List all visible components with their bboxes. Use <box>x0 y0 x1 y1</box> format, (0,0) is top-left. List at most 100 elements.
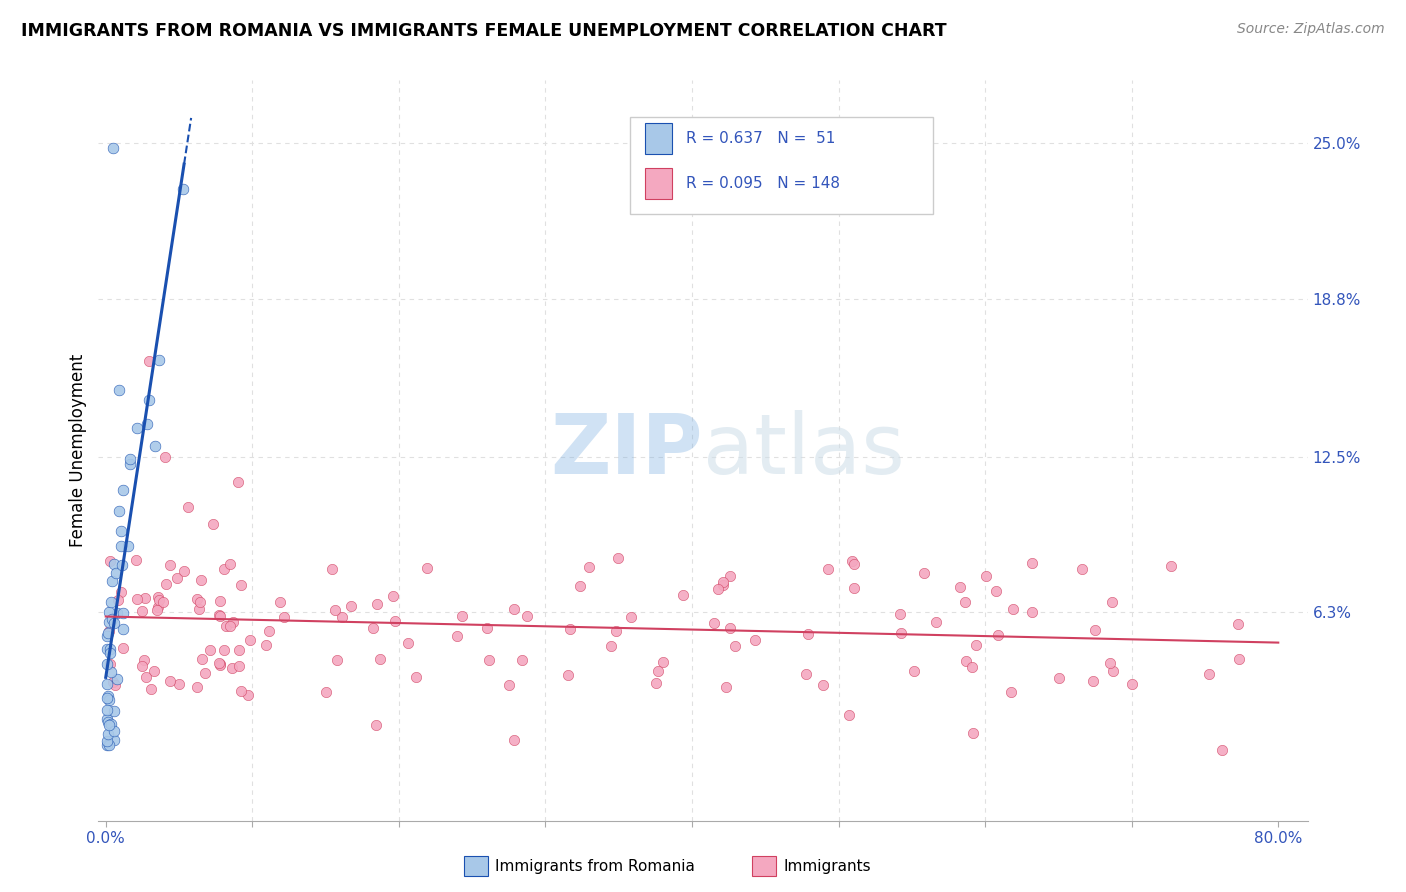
Point <box>502 601 524 615</box>
Point <box>1121 676 1143 690</box>
Point <box>96 714 118 729</box>
Point <box>405 670 427 684</box>
Point <box>97 739 120 753</box>
Point <box>110 585 132 599</box>
Point <box>125 592 148 607</box>
Point <box>226 475 249 489</box>
Point <box>797 627 820 641</box>
Point <box>228 643 250 657</box>
Point <box>794 667 817 681</box>
Point <box>111 641 134 656</box>
Point <box>1160 559 1182 574</box>
Point <box>148 353 170 368</box>
Point <box>110 539 132 553</box>
Point <box>368 651 391 665</box>
Point <box>744 633 766 648</box>
Point <box>98 553 121 567</box>
Point <box>890 626 912 640</box>
Point <box>219 619 242 633</box>
Point <box>103 615 125 630</box>
Point <box>498 678 520 692</box>
Point <box>222 615 245 630</box>
Point <box>228 659 250 673</box>
Point <box>672 588 695 602</box>
Point <box>229 684 252 698</box>
Text: R = 0.095   N = 148: R = 0.095 N = 148 <box>686 176 839 191</box>
Bar <box>645 168 672 199</box>
Text: Source: ZipAtlas.com: Source: ZipAtlas.com <box>1237 22 1385 37</box>
Point <box>1002 601 1025 615</box>
Point <box>97 693 120 707</box>
Point <box>1101 595 1123 609</box>
Point <box>103 557 125 571</box>
Point <box>620 609 643 624</box>
Point <box>560 622 582 636</box>
Point <box>159 674 181 689</box>
Point <box>148 599 170 614</box>
Point <box>817 562 839 576</box>
Text: Immigrants from Romania: Immigrants from Romania <box>495 859 695 873</box>
Point <box>1081 673 1104 688</box>
Point <box>96 691 118 706</box>
Point <box>718 569 741 583</box>
Y-axis label: Female Unemployment: Female Unemployment <box>69 354 87 547</box>
Point <box>723 640 745 654</box>
Point <box>578 560 600 574</box>
Point <box>97 718 120 732</box>
Point <box>364 718 387 732</box>
Point <box>97 727 120 741</box>
Point <box>1047 672 1070 686</box>
Point <box>166 571 188 585</box>
Point <box>1021 556 1043 570</box>
Point <box>229 578 252 592</box>
Point <box>134 591 156 605</box>
Point <box>117 539 139 553</box>
Point <box>1101 664 1123 678</box>
Point <box>606 551 628 566</box>
Point <box>557 667 579 681</box>
Point <box>813 678 835 692</box>
Point <box>96 629 118 643</box>
Point <box>214 562 236 576</box>
Point <box>190 652 212 666</box>
Point <box>96 689 118 703</box>
Point <box>218 557 240 571</box>
Text: atlas: atlas <box>703 410 904 491</box>
Point <box>478 652 501 666</box>
Point <box>925 615 948 629</box>
Point <box>96 739 118 753</box>
Point <box>257 624 280 638</box>
Point <box>323 603 346 617</box>
Point <box>516 609 538 624</box>
Point <box>949 580 972 594</box>
Point <box>269 595 291 609</box>
Point <box>198 643 221 657</box>
Point <box>152 595 174 609</box>
Point <box>138 354 160 368</box>
Text: Immigrants: Immigrants <box>783 859 870 873</box>
Text: ZIP: ZIP <box>551 410 703 491</box>
Point <box>647 664 669 678</box>
Point <box>97 615 120 629</box>
Point <box>194 665 217 680</box>
Point <box>111 606 134 620</box>
Point <box>172 181 194 195</box>
Point <box>186 592 208 607</box>
Point <box>475 621 498 635</box>
Point <box>340 599 363 613</box>
Point <box>146 603 169 617</box>
Point <box>97 626 120 640</box>
Point <box>955 595 977 609</box>
Point <box>221 661 243 675</box>
Point <box>111 558 134 572</box>
Point <box>569 579 592 593</box>
Point <box>96 676 118 690</box>
Point <box>960 660 983 674</box>
Point <box>1198 666 1220 681</box>
Point <box>396 636 419 650</box>
Point <box>188 602 211 616</box>
Point <box>209 594 232 608</box>
Point <box>112 622 135 636</box>
Point <box>711 577 734 591</box>
Point <box>101 574 124 589</box>
